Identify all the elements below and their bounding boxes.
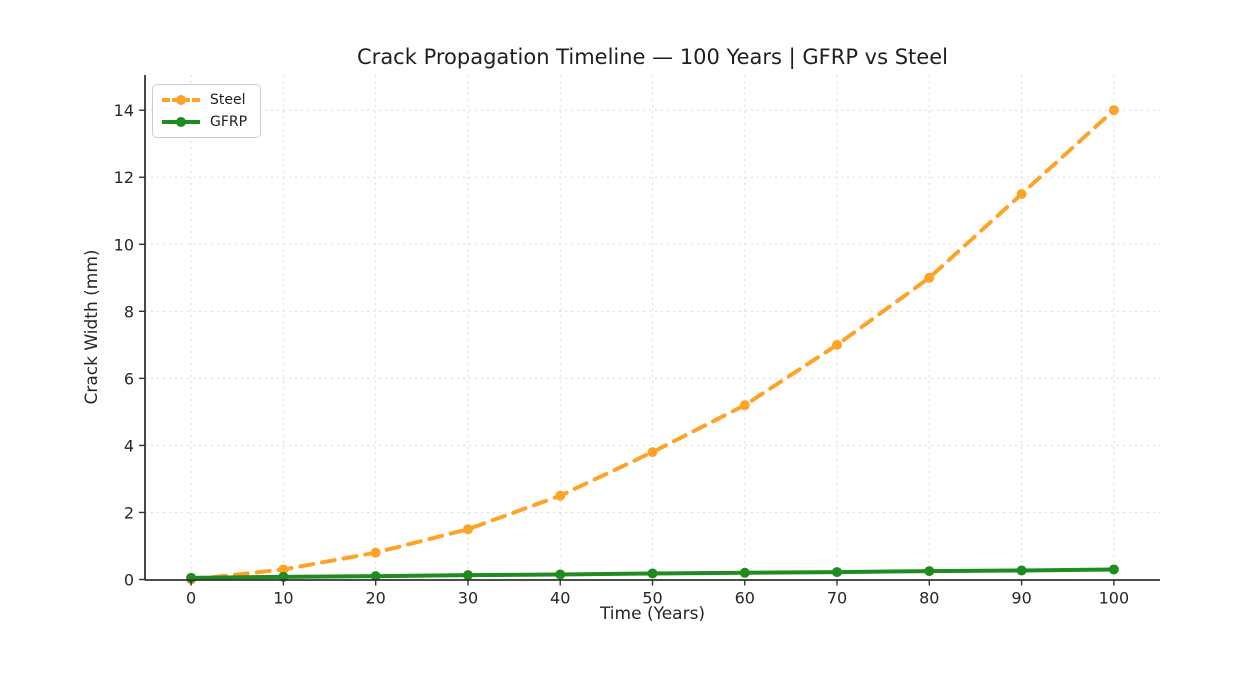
x-tick-label: 0 [186, 589, 196, 608]
y-tick-label: 4 [124, 436, 134, 455]
data-point-gfrp [370, 571, 381, 582]
x-tick-label: 80 [919, 589, 939, 608]
x-tick-label: 60 [735, 589, 755, 608]
data-point-steel [370, 547, 381, 558]
data-point-steel [832, 339, 843, 350]
legend: Steel GFRP [152, 84, 262, 138]
x-tick-label: 30 [458, 589, 478, 608]
x-tick-label: 50 [642, 589, 662, 608]
legend-label-gfrp: GFRP [210, 114, 248, 130]
gfrp-line-sample-icon [162, 116, 200, 128]
x-tick-label: 70 [827, 589, 847, 608]
x-tick-label: 100 [1099, 589, 1130, 608]
data-point-gfrp [1108, 564, 1119, 575]
chart-title: Crack Propagation Timeline — 100 Years |… [357, 45, 948, 69]
steel-line-sample-icon [162, 94, 200, 106]
x-tick-label: 20 [366, 589, 386, 608]
data-point-steel [1016, 189, 1027, 200]
data-point-gfrp [555, 569, 566, 580]
data-point-gfrp [924, 566, 935, 577]
data-point-gfrp [739, 567, 750, 578]
data-point-gfrp [832, 567, 843, 578]
data-point-steel [555, 490, 566, 501]
series-line-steel [189, 108, 1116, 582]
data-point-steel [924, 272, 935, 283]
x-tick-label: 40 [550, 589, 570, 608]
legend-label-steel: Steel [210, 92, 246, 108]
data-point-gfrp [1016, 565, 1027, 576]
x-tick-label: 90 [1011, 589, 1031, 608]
data-point-steel [739, 400, 750, 411]
data-point-steel [647, 447, 658, 458]
y-tick-label: 6 [124, 369, 134, 388]
x-tick-label: 10 [273, 589, 293, 608]
data-point-gfrp [462, 570, 473, 581]
y-axis-title: Crack Width (mm) [82, 249, 102, 405]
data-point-gfrp [647, 568, 658, 579]
y-tick-label: 10 [114, 235, 134, 254]
y-tick-label: 2 [124, 503, 134, 522]
y-tick-label: 8 [124, 302, 134, 321]
y-tick-label: 0 [124, 571, 134, 590]
legend-item-steel: Steel [162, 92, 247, 108]
x-axis-title: Time (Years) [599, 604, 706, 624]
data-point-steel [1108, 105, 1119, 116]
y-tick-label: 14 [114, 101, 134, 120]
data-point-steel [278, 564, 289, 575]
y-tick-label: 12 [114, 168, 134, 187]
legend-item-gfrp: GFRP [162, 114, 247, 130]
data-point-steel [462, 524, 473, 535]
